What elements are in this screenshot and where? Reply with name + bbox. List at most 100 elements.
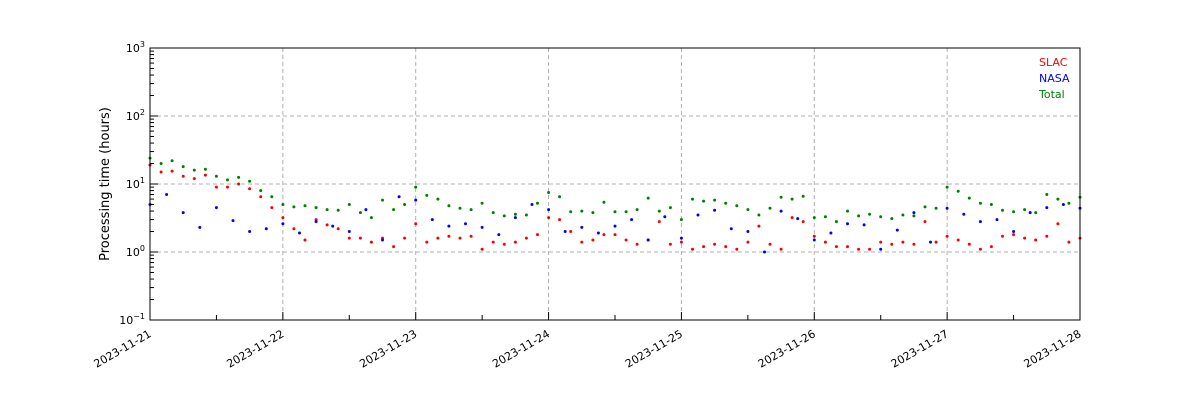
slac-point: [657, 220, 661, 224]
slac-point: [536, 233, 539, 237]
slac-point: [691, 247, 694, 251]
slac-point: [668, 242, 672, 246]
nasa-point: [1012, 230, 1016, 233]
slac-point: [447, 234, 451, 238]
data-points: [148, 156, 1082, 254]
nasa-point: [829, 231, 833, 235]
nasa-point: [812, 238, 816, 242]
x-tick-label: 2023-11-25: [623, 327, 685, 370]
slac-point: [270, 206, 274, 210]
slac-point: [868, 247, 872, 251]
nasa-point: [846, 222, 849, 226]
nasa-point: [1061, 203, 1065, 206]
total-point: [226, 178, 229, 182]
nasa-point: [895, 228, 899, 232]
nasa-point: [596, 231, 600, 235]
total-point: [381, 198, 384, 202]
total-point: [1001, 208, 1004, 212]
total-point: [956, 189, 960, 193]
total-point: [536, 201, 539, 205]
slac-point: [757, 224, 761, 228]
slac-point: [192, 177, 196, 181]
total-point: [757, 213, 761, 217]
total-point: [801, 194, 805, 198]
total-point: [170, 159, 174, 163]
slac-point: [303, 238, 307, 242]
slac-point: [1045, 234, 1049, 238]
nasa-point: [547, 208, 551, 212]
slac-point: [358, 236, 362, 240]
nasa-point: [563, 230, 567, 233]
nasa-point: [978, 220, 982, 224]
nasa-point: [796, 217, 800, 221]
legend-slac: SLAC: [1039, 56, 1068, 69]
slac-point: [602, 233, 606, 237]
total-point: [812, 216, 816, 220]
slac-point: [558, 218, 562, 222]
slac-point: [934, 240, 938, 244]
total-point: [569, 210, 573, 214]
slac-point: [237, 182, 241, 186]
total-point: [691, 197, 694, 201]
total-point: [978, 201, 982, 205]
total-point: [679, 218, 683, 222]
slac-point: [336, 227, 340, 231]
total-point: [214, 174, 218, 178]
nasa-point: [729, 227, 733, 231]
total-point: [1023, 208, 1027, 212]
slac-point: [846, 245, 849, 249]
total-point: [967, 196, 971, 200]
slac-point: [491, 240, 495, 244]
total-point: [890, 217, 894, 221]
total-point: [613, 210, 617, 214]
total-point: [768, 206, 772, 210]
slac-point: [1067, 240, 1071, 244]
slac-point: [724, 245, 728, 249]
slac-point: [1034, 238, 1038, 242]
nasa-point: [696, 213, 700, 217]
total-point: [392, 208, 396, 212]
x-tick-label: 2023-11-28: [1022, 327, 1084, 370]
slac-point: [624, 238, 628, 242]
total-point: [702, 199, 706, 203]
nasa-point: [995, 218, 999, 222]
total-point: [989, 203, 993, 206]
total-point: [1012, 210, 1016, 214]
nasa-point: [480, 225, 484, 229]
slac-point: [403, 236, 407, 240]
nasa-point: [962, 212, 966, 216]
total-point: [181, 165, 185, 169]
total-point: [879, 215, 883, 219]
nasa-point: [364, 208, 368, 212]
total-point: [580, 209, 584, 213]
nasa-point: [381, 238, 384, 242]
total-point: [281, 203, 285, 206]
total-point: [746, 208, 750, 212]
nasa-point: [414, 198, 418, 202]
slac-point: [502, 242, 506, 246]
slac-point: [281, 216, 285, 220]
total-point: [868, 212, 872, 216]
slac-point: [801, 220, 805, 224]
total-point: [259, 189, 263, 193]
total-point: [591, 211, 595, 215]
nasa-point: [779, 209, 783, 213]
total-point: [203, 167, 207, 171]
total-point: [524, 213, 528, 217]
x-tick-label: 2023-11-26: [756, 327, 818, 370]
total-point: [336, 208, 340, 212]
slac-point: [569, 230, 573, 233]
nasa-point: [746, 230, 750, 233]
nasa-point: [198, 225, 202, 229]
slac-point: [613, 233, 617, 237]
slac-point: [857, 247, 861, 251]
total-point: [469, 208, 473, 212]
total-point: [192, 168, 196, 172]
slac-point: [790, 216, 794, 220]
total-point: [846, 209, 849, 213]
nasa-point: [862, 223, 866, 227]
slac-point: [779, 247, 783, 251]
legend-nasa: NASA: [1039, 72, 1070, 85]
slac-point: [292, 227, 296, 231]
total-point: [303, 204, 307, 208]
